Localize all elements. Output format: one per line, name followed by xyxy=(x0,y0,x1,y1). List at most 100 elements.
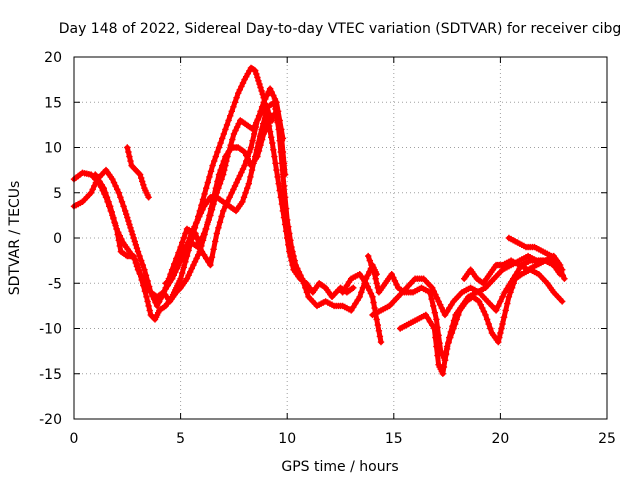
data-point xyxy=(206,173,213,181)
data-point xyxy=(433,343,440,350)
data-point xyxy=(228,189,235,196)
data-point xyxy=(432,334,439,341)
data-point xyxy=(220,171,227,178)
data-point xyxy=(273,99,280,106)
data-point xyxy=(281,194,289,201)
data-point xyxy=(503,285,510,293)
data-point xyxy=(441,357,449,364)
series-line xyxy=(397,267,565,377)
data-point xyxy=(388,271,395,278)
data-point xyxy=(139,276,146,284)
data-point xyxy=(262,95,269,103)
data-point xyxy=(176,285,183,293)
data-point xyxy=(208,254,216,261)
data-point xyxy=(475,298,483,305)
data-point xyxy=(233,94,240,101)
data-point xyxy=(443,343,451,350)
data-point xyxy=(120,203,127,210)
data-point xyxy=(369,293,376,300)
data-point xyxy=(228,108,235,115)
data-point xyxy=(112,182,119,190)
data-point xyxy=(87,189,95,196)
data-point xyxy=(348,307,355,314)
data-point xyxy=(230,130,238,138)
chart-title: Day 148 of 2022, Sidereal Day-to-day VTE… xyxy=(59,21,622,37)
data-point xyxy=(207,261,214,269)
data-point xyxy=(451,320,459,328)
data-point xyxy=(126,153,133,160)
data-point xyxy=(249,126,257,133)
data-point xyxy=(113,225,120,233)
data-point xyxy=(367,290,375,297)
data-point xyxy=(186,234,193,242)
data-point xyxy=(200,230,208,237)
data-point xyxy=(455,311,462,319)
data-point xyxy=(160,288,168,295)
data-point xyxy=(267,113,274,121)
data-point xyxy=(188,265,195,272)
data-point xyxy=(175,261,182,269)
data-point xyxy=(199,233,206,241)
axis-ticks xyxy=(73,56,608,420)
data-point xyxy=(117,194,124,201)
data-point xyxy=(238,83,245,90)
data-point xyxy=(271,153,278,160)
data-point xyxy=(141,266,148,273)
data-point xyxy=(96,178,103,185)
data-point xyxy=(115,237,122,244)
data-point xyxy=(207,212,214,219)
data-point xyxy=(108,208,115,216)
data-point xyxy=(180,248,187,255)
data-point xyxy=(114,231,121,238)
data-point xyxy=(497,329,504,337)
data-point xyxy=(487,325,494,332)
y-tick-label: 0 xyxy=(53,231,62,247)
data-point xyxy=(298,275,306,282)
data-point xyxy=(364,283,371,290)
data-point xyxy=(268,134,275,141)
data-point xyxy=(204,179,211,186)
grid-lines xyxy=(74,57,607,419)
data-point xyxy=(249,137,256,144)
data-point xyxy=(159,291,166,298)
data-point xyxy=(291,257,298,264)
data-point xyxy=(233,123,241,131)
data-point xyxy=(177,275,184,282)
data-point xyxy=(221,166,228,174)
data-point xyxy=(499,320,506,328)
data-point xyxy=(202,225,209,233)
data-point xyxy=(220,130,227,138)
data-point xyxy=(365,252,372,260)
data-point xyxy=(341,285,348,293)
data-point xyxy=(371,304,378,312)
data-point xyxy=(485,320,492,328)
data-point xyxy=(230,103,237,110)
data-point xyxy=(224,153,231,160)
data-point xyxy=(265,120,272,127)
data-point xyxy=(439,370,446,377)
data-point xyxy=(116,242,123,250)
data-point xyxy=(372,275,379,282)
data-point xyxy=(480,308,488,315)
data-point xyxy=(110,214,117,221)
data-point xyxy=(280,182,288,190)
data-point xyxy=(508,284,516,291)
y-tick-label: 15 xyxy=(44,95,62,111)
data-point xyxy=(219,135,226,142)
data-point xyxy=(251,122,258,130)
data-point xyxy=(173,265,181,272)
data-point xyxy=(218,176,225,183)
data-point xyxy=(440,363,448,371)
data-point xyxy=(142,272,150,279)
data-point xyxy=(208,206,216,213)
data-point xyxy=(274,108,282,115)
data-point xyxy=(103,194,111,201)
data-point xyxy=(288,243,295,251)
data-point xyxy=(232,127,239,134)
data-point xyxy=(102,189,109,196)
data-point xyxy=(434,352,441,359)
series-track-f xyxy=(162,103,276,287)
data-point xyxy=(253,119,260,126)
data-point xyxy=(372,310,379,317)
data-point xyxy=(98,181,105,188)
